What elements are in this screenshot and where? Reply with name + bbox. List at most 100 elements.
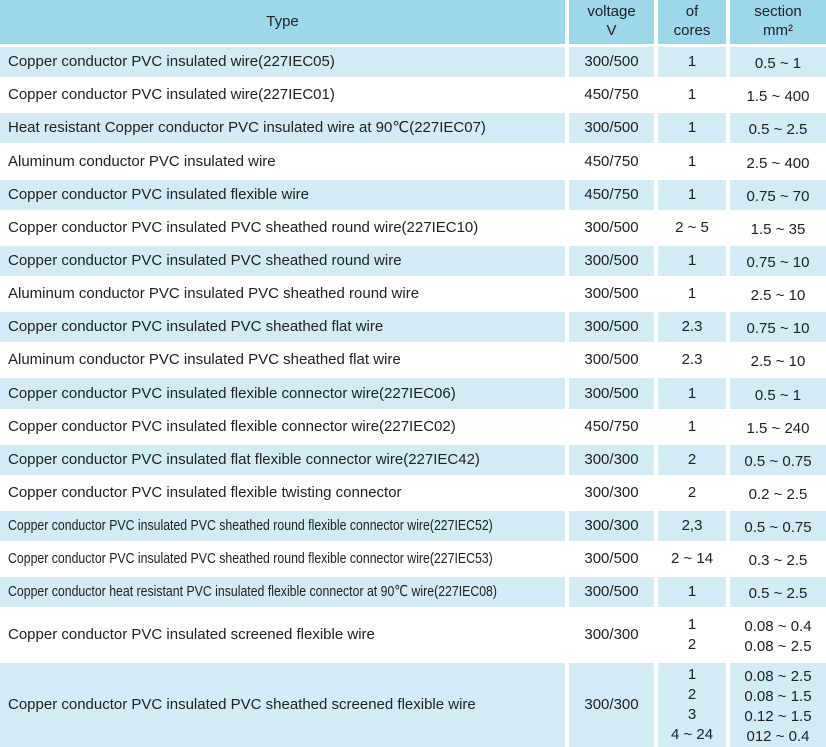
cores-cell: 2 — [658, 444, 730, 478]
section-cell: 0.5 ~ 0.75 — [730, 510, 826, 545]
type-cell: Copper conductor PVC insulated flat flex… — [0, 444, 569, 478]
cores-cell: 1 — [658, 278, 730, 313]
voltage-cell: 300/500 — [569, 278, 658, 313]
section-cell: 1.5 ~ 240 — [730, 411, 826, 445]
section-cell: 0.5 ~ 2.5 — [730, 577, 826, 611]
type-cell: Copper conductor PVC insulated flexible … — [0, 179, 569, 213]
column-header-type: Type — [0, 0, 569, 47]
section-cell: 0.5 ~ 1 — [730, 47, 826, 81]
voltage-cell: 300/500 — [569, 113, 658, 147]
section-cell: 0.5 ~ 2.5 — [730, 113, 826, 147]
type-label: Copper conductor PVC insulated PVC sheat… — [8, 218, 479, 236]
table-row: Copper conductor PVC insulated flexible … — [0, 179, 826, 213]
voltage-cell: 450/750 — [569, 411, 658, 445]
type-label: Aluminum conductor PVC insulated PVC she… — [8, 351, 401, 369]
section-cell: 0.08 ~ 0.4 0.08 ~ 2.5 — [730, 610, 826, 663]
type-label: Heat resistant Copper conductor PVC insu… — [8, 119, 486, 137]
cores-cell: 2 ~ 14 — [658, 544, 730, 578]
type-cell: Copper conductor PVC insulated PVC sheat… — [0, 662, 569, 747]
type-cell: Aluminum conductor PVC insulated PVC she… — [0, 345, 569, 379]
table-row: Copper conductor PVC insulated PVC sheat… — [0, 662, 826, 747]
type-cell: Copper conductor PVC insulated PVC sheat… — [0, 544, 569, 578]
cores-cell: 2 — [658, 477, 730, 511]
voltage-cell: 300/500 — [569, 47, 658, 81]
type-label: Copper conductor PVC insulated flexible … — [8, 384, 456, 402]
type-label: Copper conductor PVC insulated wire(227I… — [8, 86, 335, 104]
voltage-cell: 300/500 — [569, 577, 658, 611]
section-cell: 2.5 ~ 400 — [730, 146, 826, 180]
voltage-cell: 450/750 — [569, 80, 658, 114]
type-cell: Copper conductor PVC insulated PVC sheat… — [0, 245, 569, 279]
cores-cell: 1 — [658, 411, 730, 445]
type-label: Copper conductor PVC insulated PVC sheat… — [8, 517, 493, 535]
section-cell: 1.5 ~ 400 — [730, 80, 826, 114]
type-label: Copper conductor heat resistant PVC insu… — [8, 583, 498, 601]
cores-cell: 1 — [658, 146, 730, 180]
cores-cell: 1 — [658, 47, 730, 81]
type-label: Copper conductor PVC insulated PVC sheat… — [8, 695, 476, 713]
table-row: Copper conductor PVC insulated PVC sheat… — [0, 312, 826, 346]
voltage-cell: 300/500 — [569, 312, 658, 346]
table-body: Copper conductor PVC insulated wire(227I… — [0, 47, 826, 747]
type-cell: Copper conductor PVC insulated screened … — [0, 610, 569, 663]
table-row: Aluminum conductor PVC insulated PVC she… — [0, 345, 826, 379]
type-cell: Copper conductor PVC insulated wire(227I… — [0, 80, 569, 114]
section-cell: 0.5 ~ 0.75 — [730, 444, 826, 478]
cores-cell: 1 — [658, 80, 730, 114]
type-label: Copper conductor PVC insulated flexible … — [8, 484, 402, 501]
table-row: Copper conductor PVC insulated PVC sheat… — [0, 212, 826, 246]
table-header-row: Type voltage V of cores section mm² — [0, 0, 826, 47]
type-label: Copper conductor PVC insulated screened … — [8, 626, 375, 644]
voltage-cell: 300/500 — [569, 245, 658, 279]
type-cell: Aluminum conductor PVC insulated PVC she… — [0, 278, 569, 313]
section-cell: 0.3 ~ 2.5 — [730, 544, 826, 578]
section-cell: 0.75 ~ 10 — [730, 312, 826, 346]
section-cell: 2.5 ~ 10 — [730, 345, 826, 379]
voltage-cell: 300/300 — [569, 444, 658, 478]
section-cell: 0.2 ~ 2.5 — [730, 477, 826, 511]
type-cell: Copper conductor PVC insulated flexible … — [0, 477, 569, 511]
type-cell: Copper conductor PVC insulated PVC sheat… — [0, 510, 569, 545]
table-row: Copper conductor PVC insulated PVC sheat… — [0, 544, 826, 578]
voltage-cell: 300/300 — [569, 510, 658, 545]
type-label: Copper conductor PVC insulated PVC sheat… — [8, 252, 402, 270]
cores-cell: 1 — [658, 577, 730, 611]
table-row: Copper conductor PVC insulated flat flex… — [0, 444, 826, 478]
type-label: Copper conductor PVC insulated flexible … — [8, 417, 456, 435]
table-row: Copper conductor PVC insulated flexible … — [0, 378, 826, 412]
type-label: Aluminum conductor PVC insulated wire — [8, 152, 276, 170]
type-label: Copper conductor PVC insulated PVC sheat… — [8, 318, 384, 336]
voltage-cell: 300/500 — [569, 212, 658, 246]
type-cell: Heat resistant Copper conductor PVC insu… — [0, 113, 569, 147]
type-label: Copper conductor PVC insulated flat flex… — [8, 450, 480, 468]
table-row: Copper conductor PVC insulated PVC sheat… — [0, 510, 826, 545]
voltage-cell: 300/300 — [569, 477, 658, 511]
voltage-cell: 450/750 — [569, 179, 658, 213]
column-header-voltage: voltage V — [569, 0, 658, 47]
table-row: Copper conductor PVC insulated wire(227I… — [0, 47, 826, 81]
cores-cell: 2,3 — [658, 510, 730, 545]
voltage-cell: 300/300 — [569, 662, 658, 747]
table-row: Copper conductor heat resistant PVC insu… — [0, 577, 826, 611]
section-cell: 1.5 ~ 35 — [730, 212, 826, 246]
section-cell: 2.5 ~ 10 — [730, 278, 826, 313]
type-label: Copper conductor PVC insulated flexible … — [8, 185, 309, 203]
type-label: Copper conductor PVC insulated PVC sheat… — [8, 550, 493, 568]
column-header-section: section mm² — [730, 0, 826, 47]
table-row: Heat resistant Copper conductor PVC insu… — [0, 113, 826, 147]
type-label: Aluminum conductor PVC insulated PVC she… — [8, 285, 420, 303]
type-cell: Copper conductor heat resistant PVC insu… — [0, 577, 569, 611]
table-row: Copper conductor PVC insulated PVC sheat… — [0, 245, 826, 279]
cores-cell: 1 2 3 4 ~ 24 — [658, 662, 730, 747]
table-row: Copper conductor PVC insulated wire(227I… — [0, 80, 826, 114]
cores-cell: 1 — [658, 378, 730, 412]
voltage-cell: 300/500 — [569, 345, 658, 379]
table-row: Copper conductor PVC insulated flexible … — [0, 477, 826, 511]
cores-cell: 1 — [658, 245, 730, 279]
cores-cell: 1 — [658, 113, 730, 147]
table-row: Copper conductor PVC insulated screened … — [0, 610, 826, 663]
column-header-cores: of cores — [658, 0, 730, 47]
type-cell: Copper conductor PVC insulated flexible … — [0, 378, 569, 412]
voltage-cell: 450/750 — [569, 146, 658, 180]
